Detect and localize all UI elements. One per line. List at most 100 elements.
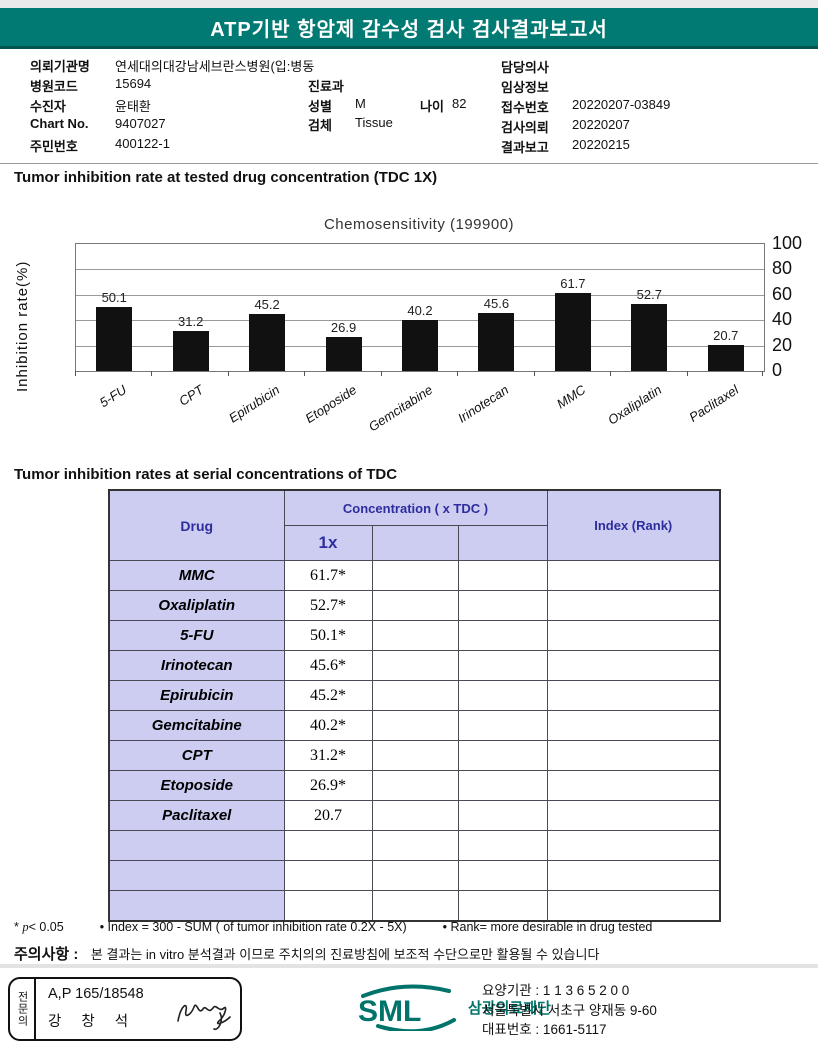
table-row: 5-FU 50.1* xyxy=(108,620,721,651)
footnote-index-formula: • Index = 300 - SUM ( of tumor inhibitio… xyxy=(99,920,407,934)
col-header-conc-3 xyxy=(457,525,548,561)
chart-x-tick xyxy=(533,371,535,376)
table-row: Paclitaxel 20.7 xyxy=(108,800,721,831)
field-value-report-date: 20220215 xyxy=(572,137,630,152)
chart-x-axis-labels: 5-FU CPT Epirubicin Etoposide Gemcitabine Iri… xyxy=(75,374,765,444)
chart-bar xyxy=(96,307,133,371)
drug-name-cell xyxy=(108,830,285,861)
field-label-institution: 의뢰기관명 xyxy=(30,59,90,74)
field-label-receipt-no: 접수번호 xyxy=(501,100,549,115)
value-conc2-cell xyxy=(371,890,459,922)
drug-name-cell xyxy=(108,890,285,922)
chart-x-category-label: Oxaliplatin xyxy=(605,382,665,428)
chart-x-tick xyxy=(75,371,76,376)
col-header-conc-2 xyxy=(371,525,459,561)
drug-name-cell: Paclitaxel xyxy=(108,800,285,831)
value-conc3-cell xyxy=(457,890,548,922)
report-title: ATP기반 항암제 감수성 검사 검사결과보고서 xyxy=(210,18,608,41)
chart-x-tick xyxy=(304,371,306,376)
caution-row: 주의사항 : 본 결과는 in vitro 분석결과 이므로 주치의의 진료방침… xyxy=(14,943,804,964)
value-conc2-cell xyxy=(371,620,459,651)
table-row: Irinotecan 45.6* xyxy=(108,650,721,681)
value-conc2-cell xyxy=(371,860,459,891)
chart-bar-value: 40.2 xyxy=(407,303,433,318)
chart-gridline xyxy=(76,294,764,296)
table-row: MMC 61.7* xyxy=(108,560,721,591)
index-rank-cell xyxy=(546,620,721,651)
value-conc3-cell xyxy=(457,590,548,621)
chart-bar xyxy=(402,320,438,371)
drug-name-cell xyxy=(108,860,285,891)
drug-name-cell: CPT xyxy=(108,740,285,771)
chart-x-category-label: Etoposide xyxy=(302,382,359,427)
index-rank-cell xyxy=(546,650,721,681)
col-header-1x: 1x xyxy=(283,525,373,561)
field-label-chart-no: Chart No. xyxy=(30,116,89,131)
value-conc2-cell xyxy=(371,710,459,741)
chart-y-tick: 20 xyxy=(772,334,793,355)
chart-x-tick xyxy=(610,371,612,376)
chart-y-tick-labels: 100 80 60 40 20 0 xyxy=(770,233,818,380)
chart-x-category-label: Epirubicin xyxy=(226,382,283,426)
organization-name: 삼광의료재단 xyxy=(468,999,551,1017)
chart-x-category-label: Irinotecan xyxy=(455,382,512,426)
chart-y-tick: 60 xyxy=(772,283,793,304)
footer-divider xyxy=(0,964,818,968)
footer-address-block: 요양기관 : 1 1 3 6 5 2 0 0 서울특별시 서초구 양재동 9-6… xyxy=(482,981,657,1040)
value-conc2-cell xyxy=(371,590,459,621)
value-conc2-cell xyxy=(371,800,459,831)
chart-x-tick xyxy=(686,371,688,376)
specialist-vertical-label: 전문의 xyxy=(10,979,36,1039)
field-label-clinical-info: 임상정보 xyxy=(501,80,549,95)
table-row xyxy=(108,860,721,891)
index-rank-cell xyxy=(546,560,721,591)
field-label-sex: 성별 xyxy=(308,99,332,114)
value-conc2-cell xyxy=(371,650,459,681)
value-conc2-cell xyxy=(371,770,459,801)
chart-bar-value: 45.6 xyxy=(483,296,510,311)
drug-name-cell: Etoposide xyxy=(108,770,285,801)
chart-x-category-label: 5-FU xyxy=(96,382,130,411)
chart-gridline xyxy=(76,269,764,271)
specialist-stamp-box: 전문의 A,P 165/18548 강 창 석 xyxy=(8,977,242,1041)
field-value-patient: 윤태환 xyxy=(115,99,151,114)
address-line-phone: 대표번호 : 1661-5117 xyxy=(482,1022,607,1037)
value-conc2-cell xyxy=(371,680,459,711)
table-row xyxy=(108,890,721,922)
field-label-patient: 수진자 xyxy=(30,99,66,114)
index-rank-cell xyxy=(546,740,721,771)
sml-logo-text: SML xyxy=(358,995,421,1028)
chart-x-category-label: CPT xyxy=(175,382,206,409)
chart-x-tick xyxy=(151,371,153,376)
value-conc3-cell xyxy=(457,560,548,591)
value-conc2-cell xyxy=(371,740,459,771)
chart-bar xyxy=(325,337,362,371)
report-title-bar: ATP기반 항암제 감수성 검사 검사결과보고서 xyxy=(0,8,818,49)
drug-name-cell: MMC xyxy=(108,560,285,591)
value-conc3-cell xyxy=(457,800,548,831)
field-value-sex: M xyxy=(355,96,366,111)
chart-x-tick-marks xyxy=(75,371,765,377)
value-1x-cell xyxy=(283,860,373,891)
table-row: Oxaliplatin 52.7* xyxy=(108,590,721,621)
field-value-receipt-no: 20220207-03849 xyxy=(572,97,671,112)
chart-bar xyxy=(478,313,515,371)
drug-name-cell: Irinotecan xyxy=(108,650,285,681)
table-row: Gemcitabine 40.2* xyxy=(108,710,721,741)
doctor-name: 강 창 석 xyxy=(48,1014,137,1030)
value-conc3-cell xyxy=(457,860,548,891)
sml-logo: SML 삼광의료재단 xyxy=(350,983,551,1031)
value-1x-cell: 45.2* xyxy=(283,680,373,711)
index-rank-cell xyxy=(546,830,721,861)
chart-bar-value: 45.2 xyxy=(254,297,280,312)
value-conc3-cell xyxy=(457,680,548,711)
top-strip xyxy=(0,0,818,8)
value-conc3-cell xyxy=(457,650,548,681)
field-value-chart-no: 9407027 xyxy=(115,116,166,131)
chart-x-category-label: Gemcitabine xyxy=(365,382,436,435)
field-value-age: 82 xyxy=(452,96,467,111)
value-1x-cell: 31.2* xyxy=(283,740,373,771)
index-rank-cell xyxy=(546,680,721,711)
value-conc3-cell xyxy=(457,770,548,801)
